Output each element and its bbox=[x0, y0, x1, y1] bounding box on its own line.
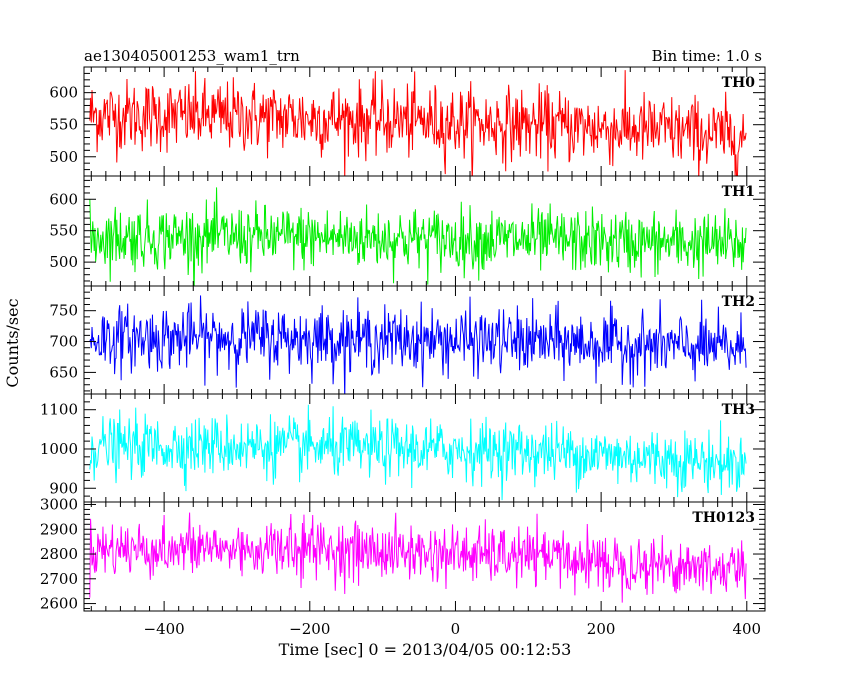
y-tick-label: 1000 bbox=[40, 440, 78, 458]
x-tick-label: −400 bbox=[144, 620, 185, 638]
x-tick-label: 200 bbox=[587, 620, 616, 638]
x-tick-label: 0 bbox=[451, 620, 461, 638]
panel-label-th1: TH1 bbox=[722, 184, 755, 200]
panel-label-th0: TH0 bbox=[722, 75, 756, 91]
y-tick-label: 3000 bbox=[40, 495, 78, 513]
y-tick-label: 900 bbox=[49, 479, 78, 497]
series-line-th1 bbox=[89, 187, 747, 286]
y-tick-label: 1100 bbox=[40, 401, 78, 419]
y-axis-title: Counts/sec bbox=[3, 298, 22, 387]
x-axis: −400 −200 0 200 400 bbox=[144, 620, 762, 638]
x-axis-title: Time [sec] 0 = 2013/04/05 00:12:53 bbox=[279, 640, 572, 659]
panel-th0123: 2600 2700 2800 2900 3000 TH0123 bbox=[40, 495, 766, 613]
panel-label-th0123: TH0123 bbox=[692, 510, 755, 526]
y-tick-label: 500 bbox=[49, 148, 78, 166]
panel-frame bbox=[83, 501, 766, 612]
series-line-th3 bbox=[89, 404, 747, 501]
y-tick-label: 550 bbox=[49, 116, 78, 134]
panel-th3: 900 1000 1100 TH3 bbox=[40, 393, 766, 503]
y-tick-label: 2800 bbox=[40, 545, 78, 563]
chart-title-left: ae130405001253_wam1_trn bbox=[84, 47, 300, 65]
panel-th2: 650 700 750 TH2 bbox=[49, 285, 766, 395]
series-line-th0123 bbox=[89, 512, 747, 603]
x-tick-label: −200 bbox=[289, 620, 330, 638]
y-tick-label: 700 bbox=[49, 333, 78, 351]
panel-label-th2: TH2 bbox=[722, 294, 755, 310]
x-tick-label: 400 bbox=[732, 620, 761, 638]
y-tick-label: 600 bbox=[49, 190, 78, 208]
y-tick-label: 650 bbox=[49, 363, 78, 381]
series-line-th0 bbox=[89, 70, 747, 176]
y-tick-label: 2900 bbox=[40, 520, 78, 538]
series-line-th2 bbox=[89, 295, 747, 394]
panel-label-th3: TH3 bbox=[722, 402, 755, 418]
y-tick-label: 750 bbox=[49, 302, 78, 320]
y-tick-label: 2600 bbox=[40, 595, 78, 613]
bin-time-label: Bin time: 1.0 s bbox=[652, 47, 762, 65]
y-tick-label: 600 bbox=[49, 84, 78, 102]
panel-th0: 500 550 600 TH0 bbox=[49, 66, 766, 177]
y-tick-label: 2700 bbox=[40, 570, 78, 588]
y-tick-label: 500 bbox=[49, 253, 78, 271]
panel-th1: 500 550 600 TH1 bbox=[49, 175, 766, 287]
y-tick-label: 550 bbox=[49, 222, 78, 240]
panels-group: 500 550 600 TH0 500 550 600 TH1 650 700 750 TH2 900 1… bbox=[40, 66, 766, 613]
